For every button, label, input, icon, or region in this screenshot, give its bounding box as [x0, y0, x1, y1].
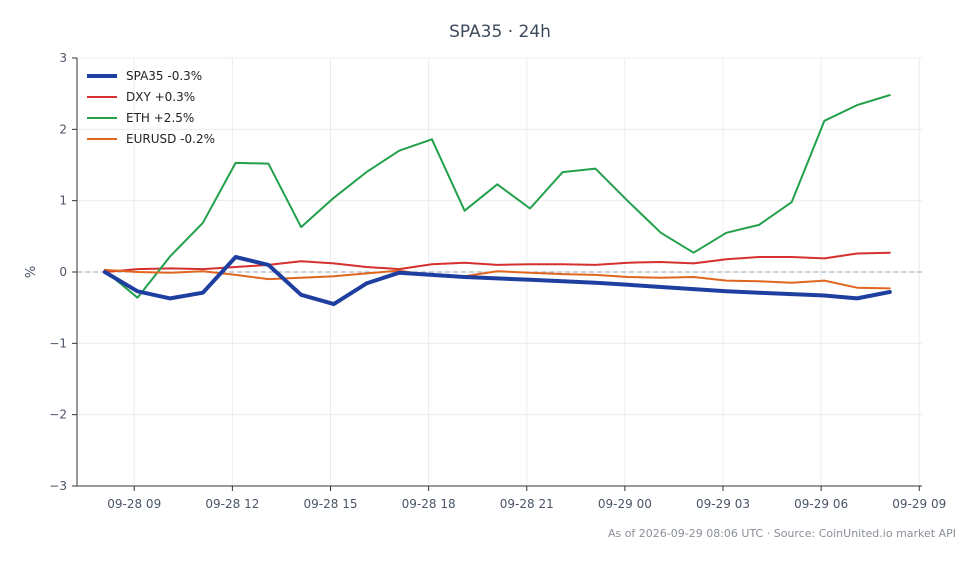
y-tick-label: 1	[59, 194, 67, 208]
x-tick-label: 09-29 06	[794, 497, 848, 511]
x-tick-label: 09-29 00	[598, 497, 652, 511]
x-tick-label: 09-28 09	[107, 497, 161, 511]
legend: SPA35 -0.3% DXY +0.3% ETH +2.5% EURUSD -0.2…	[87, 69, 215, 146]
source-footer: As of 2026-09-29 08:06 UTC · Source: Coi…	[608, 527, 956, 540]
x-tick-label: 09-29 09	[892, 497, 946, 511]
series-line-2	[103, 94, 891, 299]
legend-label: EURUSD -0.2%	[126, 132, 215, 146]
x-tick-label: 09-29 03	[696, 497, 750, 511]
series-lines	[102, 94, 892, 307]
legend-label: DXY +0.3%	[126, 90, 195, 104]
y-tick-label: −3	[49, 479, 67, 493]
legend-label: ETH +2.5%	[126, 111, 194, 125]
y-tick-label: 3	[59, 51, 67, 65]
x-tick-label: 09-28 12	[205, 497, 259, 511]
series-line-3	[103, 268, 891, 290]
y-tick-label: 2	[59, 122, 67, 136]
series-line-1	[103, 251, 891, 273]
y-tick-label: −2	[49, 408, 67, 422]
chart-title: SPA35 · 24h	[449, 22, 551, 42]
y-tick-label: −1	[49, 336, 67, 350]
y-tick-label: 0	[59, 265, 67, 279]
y-ticks: 3 2 1 0 −1 −2 −3	[49, 51, 77, 493]
x-tick-label: 09-28 18	[402, 497, 456, 511]
y-axis-label: %	[24, 266, 39, 278]
x-tick-label: 09-28 21	[500, 497, 554, 511]
series-line-0	[102, 255, 892, 307]
legend-label: SPA35 -0.3%	[126, 69, 202, 83]
x-tick-label: 09-28 15	[304, 497, 358, 511]
x-ticks: 09-28 09 09-28 12 09-28 15 09-28 18 09-28 21…	[107, 486, 946, 511]
